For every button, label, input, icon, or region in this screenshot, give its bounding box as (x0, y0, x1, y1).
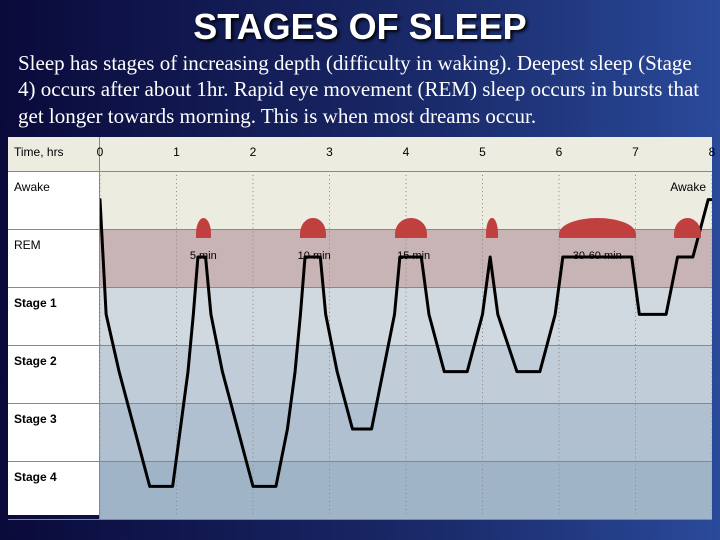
hypnogram-chart: Time, hrs 012345678 Awake Awake REM Stag… (8, 137, 712, 515)
time-tick: 7 (632, 145, 639, 159)
row-label-awake: Awake (8, 172, 100, 229)
time-tick: 8 (709, 145, 716, 159)
rem-annotation: 15 min (397, 250, 430, 262)
time-ticks: 012345678 (100, 137, 712, 171)
time-tick: 5 (479, 145, 486, 159)
description-text: Sleep has stages of increasing depth (di… (0, 50, 720, 137)
row-label-s1: Stage 1 (8, 288, 100, 345)
row-label-s4: Stage 4 (8, 462, 100, 519)
time-tick: 3 (326, 145, 333, 159)
row-label-s2: Stage 2 (8, 346, 100, 403)
time-tick: 1 (173, 145, 180, 159)
plot-layer: 5 min 10 min 15 min 30-60 min (100, 171, 712, 515)
time-tick: 2 (250, 145, 257, 159)
rem-annotation: 5 min (190, 250, 217, 262)
time-tick: 6 (556, 145, 563, 159)
time-axis-label: Time, hrs (8, 137, 100, 171)
time-axis-row: Time, hrs 012345678 (8, 137, 712, 172)
rem-annotation: 10 min (298, 250, 331, 262)
time-tick: 4 (403, 145, 410, 159)
row-label-rem: REM (8, 230, 100, 287)
time-tick: 0 (97, 145, 104, 159)
row-label-s3: Stage 3 (8, 404, 100, 461)
page-title: STAGES OF SLEEP (0, 0, 720, 50)
rem-annotation: 30-60 min (573, 250, 622, 262)
